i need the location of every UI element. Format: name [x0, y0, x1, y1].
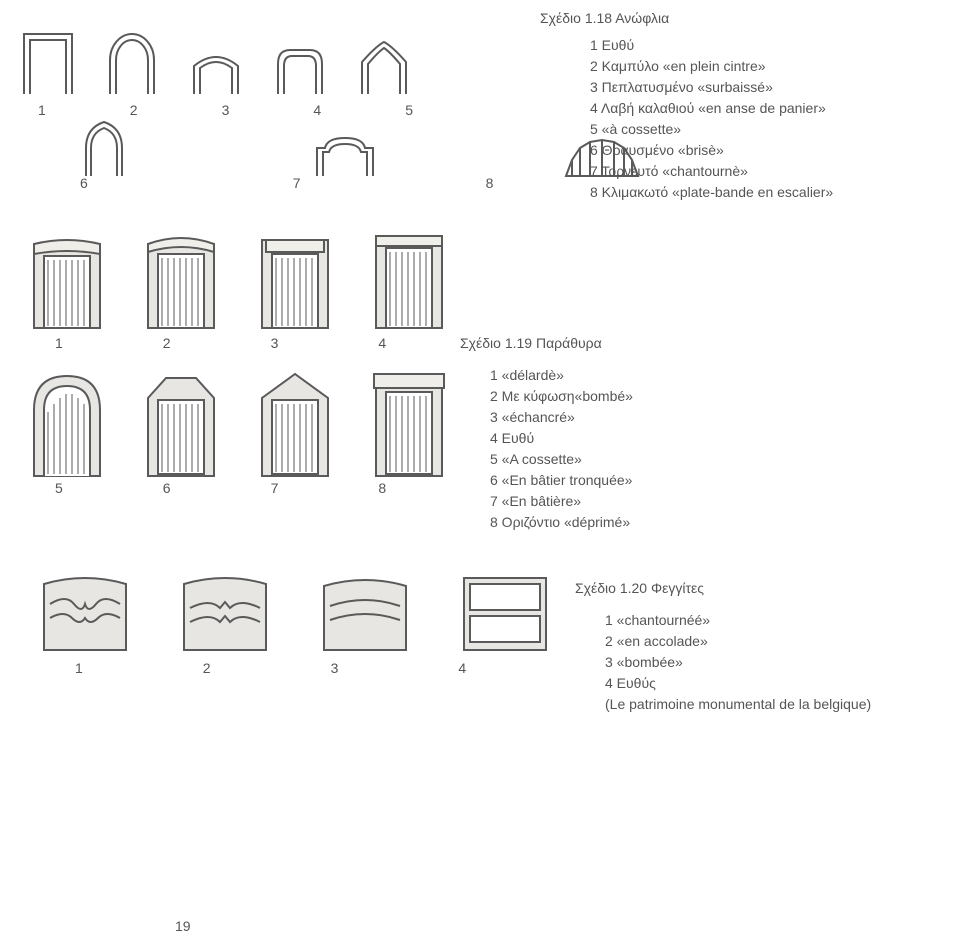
label: 7: [293, 175, 301, 191]
lintel-numbers-row1: 1 2 3 4 5: [20, 102, 413, 118]
label: 6: [80, 175, 88, 191]
section3-legend: 1 «chantournéé» 2 «en accolade» 3 «bombé…: [605, 610, 871, 715]
section-lintels: Σχέδιο 1.18 Ανώφλια 1 2 3 4 5 6 7 8 1 Ευ…: [20, 10, 940, 190]
legend-item: 7 «En bâtière»: [490, 491, 633, 512]
lintel-basket-icon: [272, 44, 328, 96]
window-shapes-row1: [30, 230, 446, 330]
legend-item: 1 «délardè»: [490, 365, 633, 386]
fanlight-straight-icon: [460, 570, 550, 652]
legend-item: 2 Καμπύλο «en plein cintre»: [590, 56, 833, 77]
label: 4: [313, 102, 321, 118]
label: 5: [55, 480, 63, 496]
legend-item: 8 Κλιμακωτό «plate-bande en escalier»: [590, 182, 833, 203]
lintel-round-icon: [104, 30, 160, 96]
label: 2: [203, 660, 211, 676]
label: 8: [378, 480, 386, 496]
legend-item: 2 Με κύφωση«bombé»: [490, 386, 633, 407]
window-numbers-row1: 1 2 3 4: [55, 335, 386, 351]
window-numbers-row2: 5 6 7 8: [55, 480, 386, 496]
legend-item: 5 «A cossette»: [490, 449, 633, 470]
legend-item: 6 «En bâtier tronquée»: [490, 470, 633, 491]
lintel-pointed-icon: [80, 120, 128, 178]
legend-item: 3 Πεπλατυσμένο «surbaissé»: [590, 77, 833, 98]
label: 7: [271, 480, 279, 496]
section-windows: 1 2 3 4 Σχέδιο 1.19 Παράθυρα 5 6 7 8 1 «…: [20, 230, 940, 510]
lintel-cossette-icon: [356, 40, 412, 96]
label: 1: [55, 335, 63, 351]
label: 8: [486, 175, 494, 191]
label: 3: [222, 102, 230, 118]
legend-item: 7 Τορνευτό «chantournè»: [590, 161, 833, 182]
lintel-chantourne-icon: [313, 134, 377, 178]
lintel-numbers-row2: 6 7 8: [80, 175, 493, 191]
fanlight-accolade-icon: [180, 570, 270, 652]
label: 4: [378, 335, 386, 351]
fanlight-numbers: 1 2 3 4: [75, 660, 466, 676]
window-echancre-icon: [258, 230, 332, 330]
label: 2: [130, 102, 138, 118]
section-fanlights: 1 2 3 4 Σχέδιο 1.20 Φεγγίτες 1 «chantour…: [20, 570, 940, 770]
fanlight-shapes: [40, 570, 550, 652]
legend-item: 4 Ευθύ: [490, 428, 633, 449]
section2-title: Σχέδιο 1.19 Παράθυρα: [460, 335, 602, 351]
legend-item: 5 «à cossette»: [590, 119, 833, 140]
window-delarde-icon: [30, 230, 104, 330]
section3-title: Σχέδιο 1.20 Φεγγίτες: [575, 580, 704, 596]
section1-legend: 1 Ευθύ 2 Καμπύλο «en plein cintre» 3 Πεπ…: [590, 35, 833, 203]
legend-item: (Le patrimoine monumental de la belgique…: [605, 694, 871, 715]
window-straight-icon: [372, 230, 446, 330]
fanlight-chantourne-icon: [40, 570, 130, 652]
section1-title: Σχέδιο 1.18 Ανώφλια: [540, 10, 669, 26]
label: 3: [331, 660, 339, 676]
window-batiere-icon: [258, 370, 332, 478]
label: 5: [405, 102, 413, 118]
label: 1: [38, 102, 46, 118]
lintel-shapes-row2: [80, 120, 642, 178]
window-deprime-icon: [372, 370, 446, 478]
label: 6: [163, 480, 171, 496]
section2-legend: 1 «délardè» 2 Με κύφωση«bombé» 3 «échanc…: [490, 365, 633, 533]
legend-item: 4 Ευθύς: [605, 673, 871, 694]
legend-item: 6 Θραυσμένο «brisè»: [590, 140, 833, 161]
legend-item: 2 «en accolade»: [605, 631, 871, 652]
label: 4: [458, 660, 466, 676]
label: 2: [163, 335, 171, 351]
label: 1: [75, 660, 83, 676]
page-number: 19: [175, 918, 191, 934]
fanlight-bombee-icon: [320, 570, 410, 652]
legend-item: 3 «échancré»: [490, 407, 633, 428]
legend-item: 1 Ευθύ: [590, 35, 833, 56]
label: 3: [271, 335, 279, 351]
legend-item: 4 Λαβή καλαθιού «en anse de panier»: [590, 98, 833, 119]
lintel-straight-icon: [20, 30, 76, 96]
legend-item: 8 Οριζόντιο «déprimé»: [490, 512, 633, 533]
legend-item: 3 «bombée»: [605, 652, 871, 673]
lintel-shapes-row1: [20, 30, 412, 96]
window-bombe-icon: [144, 230, 218, 330]
window-acossette-icon: [30, 370, 104, 478]
legend-item: 1 «chantournéé»: [605, 610, 871, 631]
window-tronquee-icon: [144, 370, 218, 478]
window-shapes-row2: [30, 370, 446, 478]
lintel-segmental-icon: [188, 44, 244, 96]
